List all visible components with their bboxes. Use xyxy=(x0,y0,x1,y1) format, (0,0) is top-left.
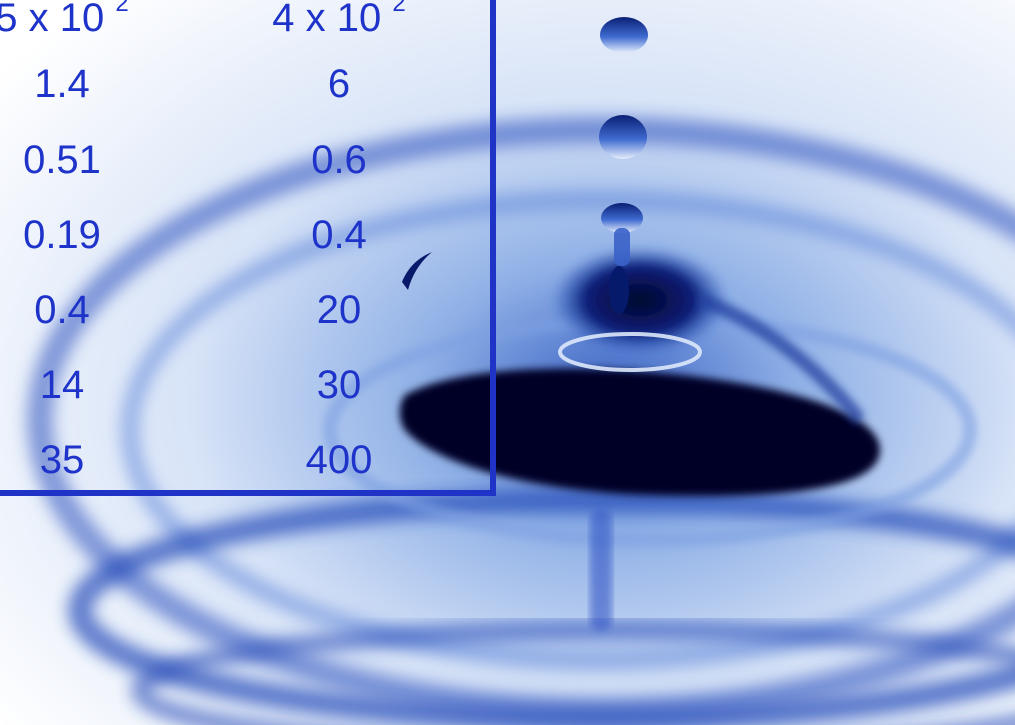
table-cell: 0.4 xyxy=(311,213,367,257)
table-cell: 400 xyxy=(305,438,373,482)
table-cell: 0.6 xyxy=(311,138,367,182)
table-cell: 35 xyxy=(39,438,85,482)
header-cell-col2: 4 x 10 2 xyxy=(272,0,406,40)
table-cell: 14 xyxy=(39,363,85,407)
table-cell: 30 xyxy=(316,363,362,407)
table-cell: 0.19 xyxy=(23,213,101,257)
header-cell-col1: 5 x 10 2 xyxy=(0,0,129,40)
table-cell: 0.51 xyxy=(23,138,101,182)
table-cell: 0.4 xyxy=(34,288,90,332)
table-cell: 1.4 xyxy=(34,62,90,106)
table-cell: 20 xyxy=(316,288,362,332)
data-table: 5 x 10 2 4 x 10 2 1.4 6 0.51 0.6 0.19 0.… xyxy=(0,0,496,496)
table-cell: 6 xyxy=(327,62,351,106)
